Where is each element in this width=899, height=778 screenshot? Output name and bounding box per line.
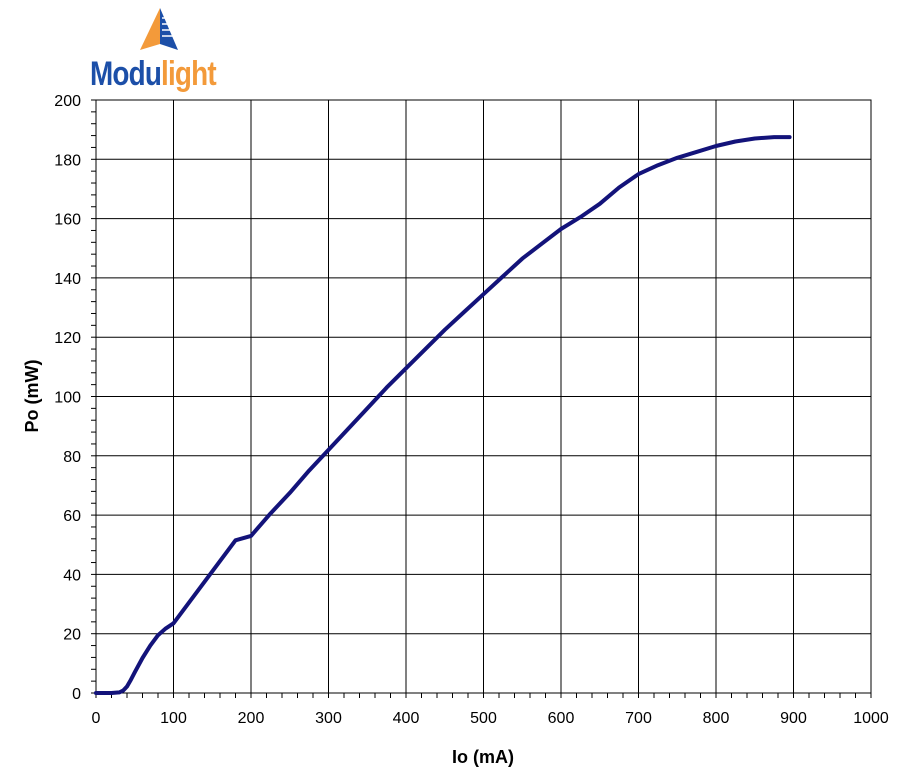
pyramid-logo-icon	[140, 8, 178, 50]
data-point	[772, 135, 776, 139]
data-point	[125, 684, 129, 689]
data-point	[540, 242, 544, 246]
x-tick-labels: 0 100 200 300 400 500 600 700 800 900 1000	[92, 710, 889, 727]
y-tick-label: 180	[54, 152, 81, 169]
x-tick-label: 200	[238, 710, 265, 727]
data-point	[171, 621, 176, 625]
data-point	[187, 600, 191, 605]
x-axis-title: Io (mA)	[452, 747, 514, 767]
data-point	[218, 559, 222, 563]
data-point	[462, 310, 466, 314]
y-tick-label: 100	[54, 390, 81, 407]
data-point	[404, 366, 408, 370]
data-point	[156, 633, 160, 637]
x-tick-label: 500	[470, 710, 497, 727]
data-point	[733, 139, 737, 144]
series-points	[94, 135, 792, 695]
logo-wordmark-part1: Modu	[90, 55, 162, 93]
y-tick-label: 120	[54, 330, 81, 347]
data-point	[753, 136, 757, 141]
data-point	[636, 172, 641, 176]
y-tick-label: 160	[54, 212, 81, 229]
x-tick-label: 800	[703, 710, 730, 727]
data-point	[617, 185, 621, 190]
x-tick-label: 900	[780, 710, 807, 727]
data-point	[788, 135, 792, 139]
logo-wordmark: Modulight	[90, 55, 217, 93]
data-point	[578, 215, 582, 219]
logo-wordmark-part2: light	[161, 55, 217, 93]
data-point	[675, 156, 679, 160]
data-point	[140, 656, 145, 660]
y-tick-label: 60	[63, 508, 81, 525]
data-point	[443, 328, 447, 332]
data-point	[133, 670, 137, 674]
data-point	[94, 691, 98, 695]
minor-ticks	[91, 99, 872, 698]
data-point	[109, 691, 114, 695]
y-tick-labels: 0 20 40 60 80 100 120 140 160 180 200	[54, 93, 81, 703]
grid-lines	[96, 100, 871, 693]
data-point	[307, 469, 311, 473]
x-tick-label: 600	[548, 710, 575, 727]
data-point	[714, 144, 718, 148]
y-tick-label: 140	[54, 271, 81, 288]
data-point	[288, 491, 292, 495]
data-point	[423, 347, 427, 351]
data-point	[121, 689, 125, 693]
data-point	[249, 534, 253, 538]
data-point	[520, 257, 524, 261]
data-point	[598, 202, 602, 206]
data-point	[129, 678, 133, 682]
x-tick-label: 300	[315, 710, 342, 727]
data-point	[501, 274, 505, 279]
data-point	[202, 580, 207, 584]
y-tick-label: 200	[54, 93, 81, 110]
data-point	[268, 512, 272, 516]
x-tick-label: 700	[625, 710, 652, 727]
data-point	[117, 690, 121, 695]
data-point	[233, 538, 238, 542]
y-tick-label: 80	[63, 449, 81, 466]
x-tick-label: 1000	[853, 710, 889, 727]
data-point	[164, 626, 168, 630]
data-point	[102, 691, 106, 695]
x-tick-label: 400	[393, 710, 420, 727]
data-point	[365, 406, 369, 410]
y-tick-label: 40	[63, 567, 81, 584]
data-point	[656, 163, 660, 167]
x-tick-label: 0	[92, 710, 101, 727]
data-point	[385, 386, 389, 390]
series-line	[94, 135, 792, 695]
y-tick-label: 20	[63, 627, 81, 644]
modulight-logo: Modulight	[90, 6, 230, 96]
data-point	[695, 150, 699, 154]
data-point	[481, 292, 486, 296]
data-point	[559, 227, 563, 231]
data-point	[148, 643, 152, 648]
data-point	[326, 448, 331, 452]
y-tick-label: 0	[72, 686, 81, 703]
x-tick-label: 100	[160, 710, 187, 727]
data-point	[346, 427, 350, 431]
y-axis-title: Po (mW)	[22, 360, 42, 433]
